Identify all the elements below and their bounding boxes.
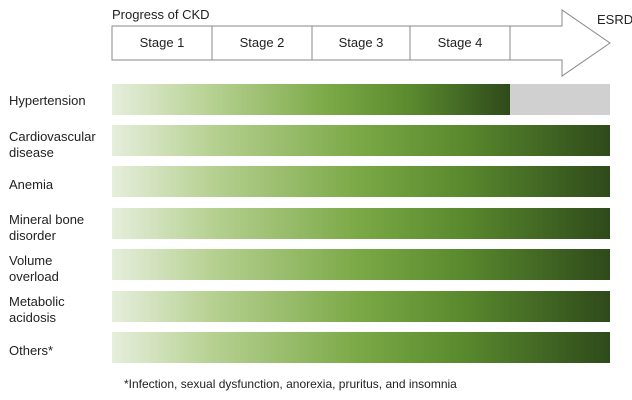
row-label-cardiovascular: Cardiovascular disease xyxy=(9,129,96,160)
stage-4-label: Stage 4 xyxy=(437,35,483,50)
bar-hypertension xyxy=(112,84,510,115)
row-label-hypertension: Hypertension xyxy=(9,93,86,108)
gray-segment-hypertension xyxy=(510,84,610,115)
row-label-volume-overload: Volume overload xyxy=(9,253,59,284)
progress-title: Progress of CKD xyxy=(112,7,210,22)
arrow-shape xyxy=(111,9,611,77)
esrd-label: ESRD xyxy=(597,12,632,27)
footnote: *Infection, sexual dysfunction, anorexia… xyxy=(124,377,457,391)
row-label-mineral-bone: Mineral bone disorder xyxy=(9,212,85,243)
bar-mineral-bone xyxy=(112,208,610,239)
stage-2-label: Stage 2 xyxy=(239,35,285,50)
row-label-anemia: Anemia xyxy=(9,177,54,192)
bar-others xyxy=(112,332,610,363)
row-label-others: Others* xyxy=(9,343,54,358)
bar-volume-overload xyxy=(112,249,610,280)
bar-metabolic-acidosis xyxy=(112,291,610,322)
stage-3-label: Stage 3 xyxy=(338,35,384,50)
ckd-progress-arrow xyxy=(111,9,611,77)
stage-1-label: Stage 1 xyxy=(139,35,185,50)
row-label-metabolic-acidosis: Metabolic acidosis xyxy=(9,294,65,325)
bar-anemia xyxy=(112,166,610,197)
bar-cardiovascular xyxy=(112,125,610,156)
